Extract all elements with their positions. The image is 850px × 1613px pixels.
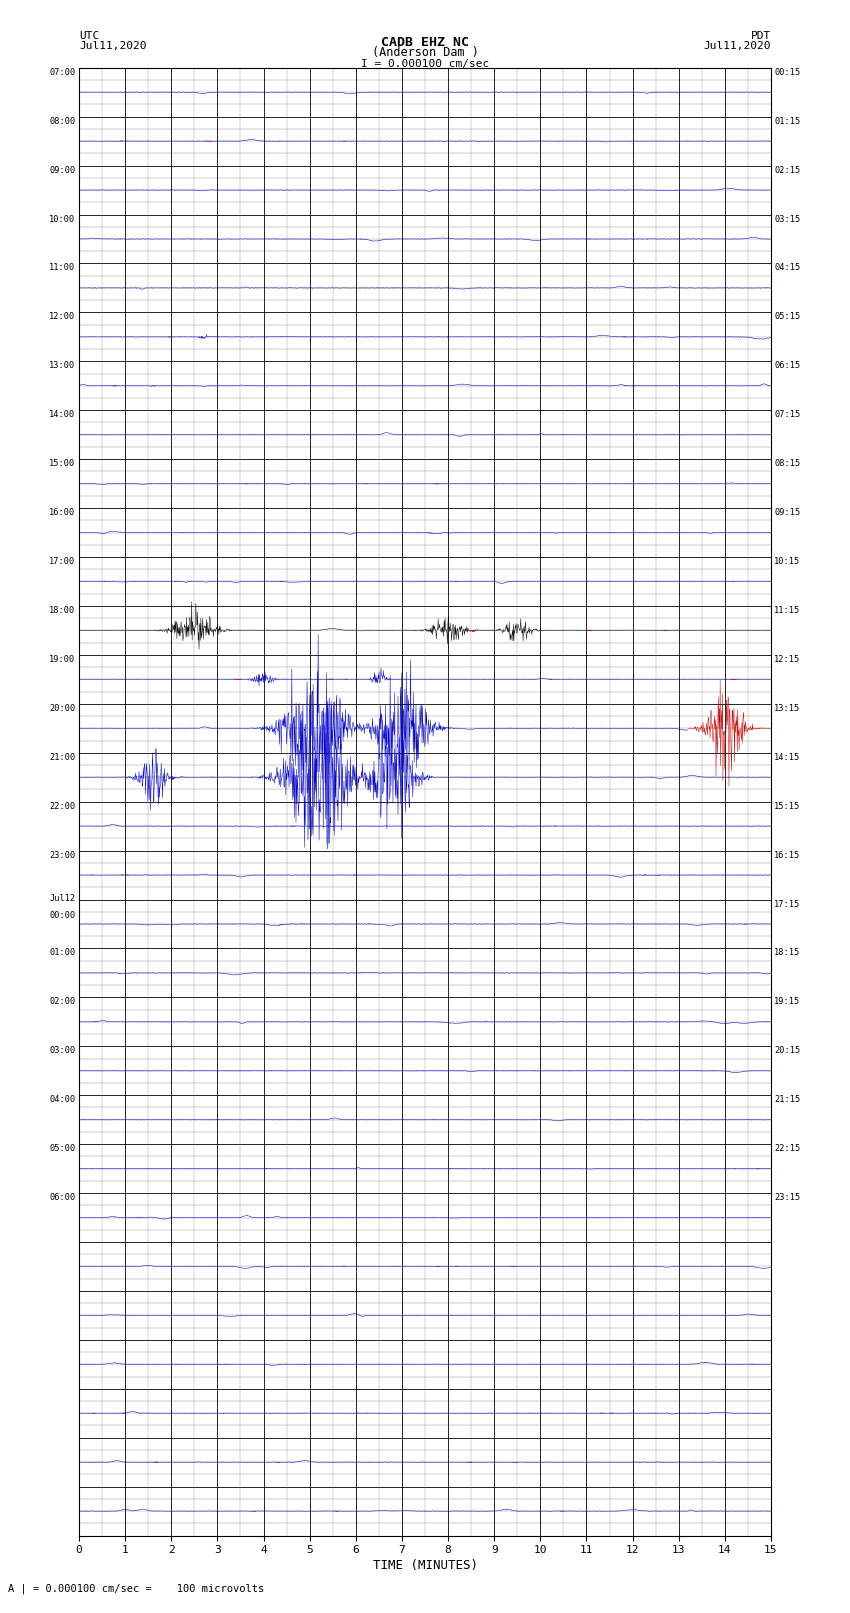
Text: PDT: PDT	[751, 31, 771, 40]
Text: 22:15: 22:15	[774, 1144, 801, 1153]
Text: 07:15: 07:15	[774, 410, 801, 419]
Text: CADB EHZ NC: CADB EHZ NC	[381, 35, 469, 50]
Text: 13:15: 13:15	[774, 703, 801, 713]
Text: 10:15: 10:15	[774, 556, 801, 566]
Text: 04:00: 04:00	[49, 1095, 76, 1105]
Text: 19:15: 19:15	[774, 997, 801, 1007]
Text: Jul12: Jul12	[49, 894, 76, 903]
Text: 00:15: 00:15	[774, 68, 801, 77]
Text: 03:00: 03:00	[49, 1047, 76, 1055]
Text: 18:00: 18:00	[49, 606, 76, 615]
Text: 08:15: 08:15	[774, 460, 801, 468]
X-axis label: TIME (MINUTES): TIME (MINUTES)	[372, 1560, 478, 1573]
Text: 07:00: 07:00	[49, 68, 76, 77]
Text: 12:15: 12:15	[774, 655, 801, 665]
Text: 02:00: 02:00	[49, 997, 76, 1007]
Text: I = 0.000100 cm/sec: I = 0.000100 cm/sec	[361, 58, 489, 69]
Text: 17:00: 17:00	[49, 556, 76, 566]
Text: 23:15: 23:15	[774, 1194, 801, 1202]
Text: 06:15: 06:15	[774, 361, 801, 371]
Text: 14:15: 14:15	[774, 753, 801, 761]
Text: 11:00: 11:00	[49, 263, 76, 273]
Text: 01:00: 01:00	[49, 948, 76, 958]
Text: 19:00: 19:00	[49, 655, 76, 665]
Text: UTC: UTC	[79, 31, 99, 40]
Text: A | = 0.000100 cm/sec =    100 microvolts: A | = 0.000100 cm/sec = 100 microvolts	[8, 1582, 264, 1594]
Text: 02:15: 02:15	[774, 166, 801, 174]
Text: 16:00: 16:00	[49, 508, 76, 518]
Text: 03:15: 03:15	[774, 215, 801, 224]
Text: 15:00: 15:00	[49, 460, 76, 468]
Text: 14:00: 14:00	[49, 410, 76, 419]
Text: 17:15: 17:15	[774, 900, 801, 908]
Text: 05:15: 05:15	[774, 313, 801, 321]
Text: Jul11,2020: Jul11,2020	[704, 40, 771, 50]
Text: 15:15: 15:15	[774, 802, 801, 811]
Text: 05:00: 05:00	[49, 1144, 76, 1153]
Text: 01:15: 01:15	[774, 116, 801, 126]
Text: 00:00: 00:00	[49, 911, 76, 921]
Text: 11:15: 11:15	[774, 606, 801, 615]
Text: 21:00: 21:00	[49, 753, 76, 761]
Text: 23:00: 23:00	[49, 850, 76, 860]
Text: 22:00: 22:00	[49, 802, 76, 811]
Text: 21:15: 21:15	[774, 1095, 801, 1105]
Text: 09:15: 09:15	[774, 508, 801, 518]
Text: 20:00: 20:00	[49, 703, 76, 713]
Text: 06:00: 06:00	[49, 1194, 76, 1202]
Text: 09:00: 09:00	[49, 166, 76, 174]
Text: 13:00: 13:00	[49, 361, 76, 371]
Text: 04:15: 04:15	[774, 263, 801, 273]
Text: 08:00: 08:00	[49, 116, 76, 126]
Text: Jul11,2020: Jul11,2020	[79, 40, 146, 50]
Text: (Anderson Dam ): (Anderson Dam )	[371, 45, 479, 58]
Text: 10:00: 10:00	[49, 215, 76, 224]
Text: 16:15: 16:15	[774, 850, 801, 860]
Text: 20:15: 20:15	[774, 1047, 801, 1055]
Text: 18:15: 18:15	[774, 948, 801, 958]
Text: 12:00: 12:00	[49, 313, 76, 321]
